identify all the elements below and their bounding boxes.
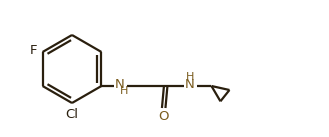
Text: F: F	[30, 45, 37, 58]
Text: Cl: Cl	[65, 108, 79, 121]
Text: O: O	[158, 111, 169, 123]
Text: N: N	[185, 79, 194, 92]
Text: H: H	[120, 86, 129, 96]
Text: H: H	[186, 72, 195, 82]
Text: N: N	[114, 79, 124, 92]
